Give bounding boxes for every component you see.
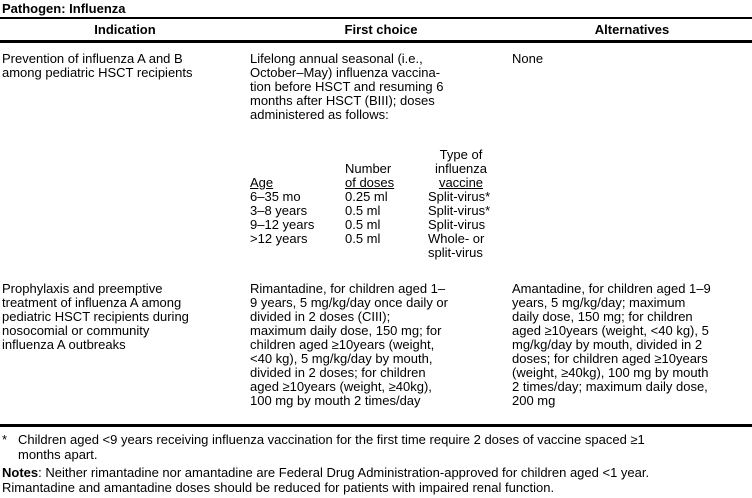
subtable-doses: 0.5 ml <box>345 203 381 218</box>
notes-label: Notes <box>2 465 39 480</box>
row1-first-choice: Lifelong annual seasonal (i.e., October–… <box>250 52 512 260</box>
table-header-row: Indication First choice Alternatives <box>0 19 752 40</box>
subtable-row: >12 years 0.5 ml Whole- or split-virus <box>250 232 508 260</box>
row2-alternatives: Amantadine, for children aged 1–9 years,… <box>512 281 711 408</box>
subtable-type: Whole- or split-virus <box>428 231 485 260</box>
footnotes: * Children aged <9 years receiving influ… <box>0 427 752 495</box>
subtable-age: 9–12 years <box>250 217 315 232</box>
pathogen-title: Pathogen: Influenza <box>2 1 126 16</box>
star-footnote-text: Children aged <9 years receiving influen… <box>18 432 645 462</box>
subtable-doses: 0.5 ml <box>345 217 381 232</box>
subtable-row: 9–12 years 0.5 ml Split-virus <box>250 218 508 232</box>
row1-alternatives: None <box>512 51 544 66</box>
header-rule <box>0 40 752 43</box>
star-footnote: * Children aged <9 years receiving influ… <box>2 432 750 462</box>
subtable-header-doses: Number of doses <box>345 161 395 190</box>
subtable-row: 6–35 mo 0.25 ml Split-virus* <box>250 190 508 204</box>
subtable-header-type: Type of influenza vaccine <box>434 147 488 190</box>
subtable-age: 3–8 years <box>250 203 308 218</box>
table-row: Prevention of influenza A and B among pe… <box>0 52 752 260</box>
subtable-type: Split-virus* <box>428 189 491 204</box>
notes-footnote: Notes: Neither rimantadine nor amantadin… <box>2 465 750 495</box>
row2-first-choice: Rimantadine, for children aged 1– 9 year… <box>250 281 448 408</box>
dose-subtable: Age Number of doses Type of influenza vacci… <box>250 148 508 260</box>
header-first-choice: First choice <box>344 21 418 37</box>
title-rule <box>0 17 752 19</box>
header-indication: Indication <box>94 21 156 37</box>
subtable-header-age: Age <box>250 175 274 190</box>
subtable-age: >12 years <box>250 231 308 246</box>
subtable-type: Split-virus* <box>428 203 491 218</box>
row1-indication: Prevention of influenza A and B among pe… <box>2 51 193 80</box>
notes-text: : Neither rimantadine nor amantadine are… <box>2 465 650 495</box>
row1-first-choice-text: Lifelong annual seasonal (i.e., October–… <box>250 51 444 122</box>
subtable-age: 6–35 mo <box>250 189 301 204</box>
subtable-doses: 0.5 ml <box>345 231 381 246</box>
header-alternatives: Alternatives <box>594 21 670 37</box>
star-footnote-marker: * <box>2 432 8 447</box>
table-row: Prophylaxis and preemptive treatment of … <box>0 282 752 408</box>
bottom-rule <box>0 424 752 427</box>
dose-subtable-header: Age Number of doses Type of influenza vacci… <box>250 148 508 190</box>
subtable-doses: 0.25 ml <box>345 189 388 204</box>
subtable-row: 3–8 years 0.5 ml Split-virus* <box>250 204 508 218</box>
subtable-type: Split-virus <box>428 217 486 232</box>
row2-indication: Prophylaxis and preemptive treatment of … <box>2 281 189 352</box>
